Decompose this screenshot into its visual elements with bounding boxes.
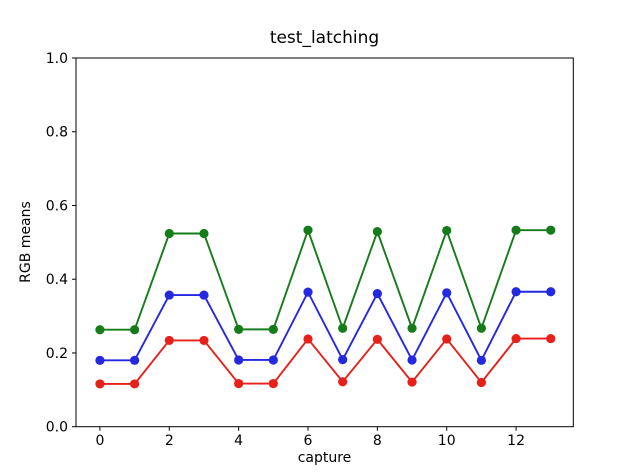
data-point-green	[303, 225, 313, 235]
series-line-green	[98, 229, 552, 331]
data-point-red	[234, 378, 244, 389]
data-point-blue	[372, 288, 382, 299]
y-tick-label: 0.2	[46, 346, 68, 362]
data-point-blue	[130, 355, 140, 365]
data-point-green	[130, 325, 140, 335]
x-tick-label: 10	[438, 433, 456, 449]
x-axis-label: capture	[297, 450, 352, 466]
y-tick-label: 1.0	[46, 51, 68, 67]
y-tick-label: 0.8	[46, 125, 68, 141]
data-point-blue	[303, 287, 313, 297]
data-point-red	[546, 333, 556, 344]
data-point-green	[234, 324, 244, 334]
series-line-blue	[98, 290, 552, 362]
data-point-red	[338, 377, 348, 387]
data-point-red	[511, 333, 521, 344]
data-point-green	[511, 225, 521, 235]
data-point-blue	[199, 290, 209, 300]
data-point-red	[95, 379, 105, 389]
data-point-green	[95, 325, 105, 335]
x-tick-label: 2	[165, 433, 174, 449]
chart-title: test_latching	[269, 28, 380, 48]
data-point-blue	[268, 355, 278, 365]
data-point-green	[372, 227, 382, 237]
data-point-blue	[95, 355, 105, 365]
data-point-red	[199, 335, 209, 346]
series-line-red	[98, 337, 552, 385]
data-point-green	[407, 323, 417, 333]
data-point-green	[476, 323, 487, 333]
data-point-green	[442, 225, 452, 236]
data-point-red	[303, 334, 313, 344]
data-point-blue	[234, 355, 244, 365]
y-tick-label: 0.0	[46, 420, 68, 436]
data-point-blue	[546, 287, 556, 297]
data-point-green	[199, 228, 209, 239]
y-tick-label: 0.6	[46, 198, 68, 214]
data-point-green	[546, 225, 556, 235]
data-point-red	[476, 377, 487, 388]
x-tick-label: 12	[507, 433, 525, 449]
data-point-blue	[476, 355, 487, 365]
data-point-blue	[407, 355, 417, 365]
data-point-green	[164, 228, 174, 239]
x-tick-label: 4	[234, 433, 243, 449]
x-tick-label: 0	[95, 433, 104, 449]
data-point-red	[268, 378, 278, 389]
data-point-blue	[338, 354, 348, 365]
data-point-green	[268, 324, 278, 334]
data-point-red	[372, 334, 382, 344]
data-point-blue	[442, 288, 452, 298]
data-point-blue	[511, 287, 521, 297]
data-point-green	[338, 323, 348, 333]
data-point-red	[164, 335, 174, 346]
x-tick-label: 8	[373, 433, 382, 449]
data-point-red	[442, 334, 452, 344]
y-tick-label: 0.4	[46, 272, 68, 288]
data-point-blue	[164, 290, 174, 300]
data-point-red	[407, 377, 417, 387]
x-tick-label: 6	[304, 433, 313, 449]
data-point-red	[130, 379, 140, 389]
axes-spines	[75, 57, 574, 428]
